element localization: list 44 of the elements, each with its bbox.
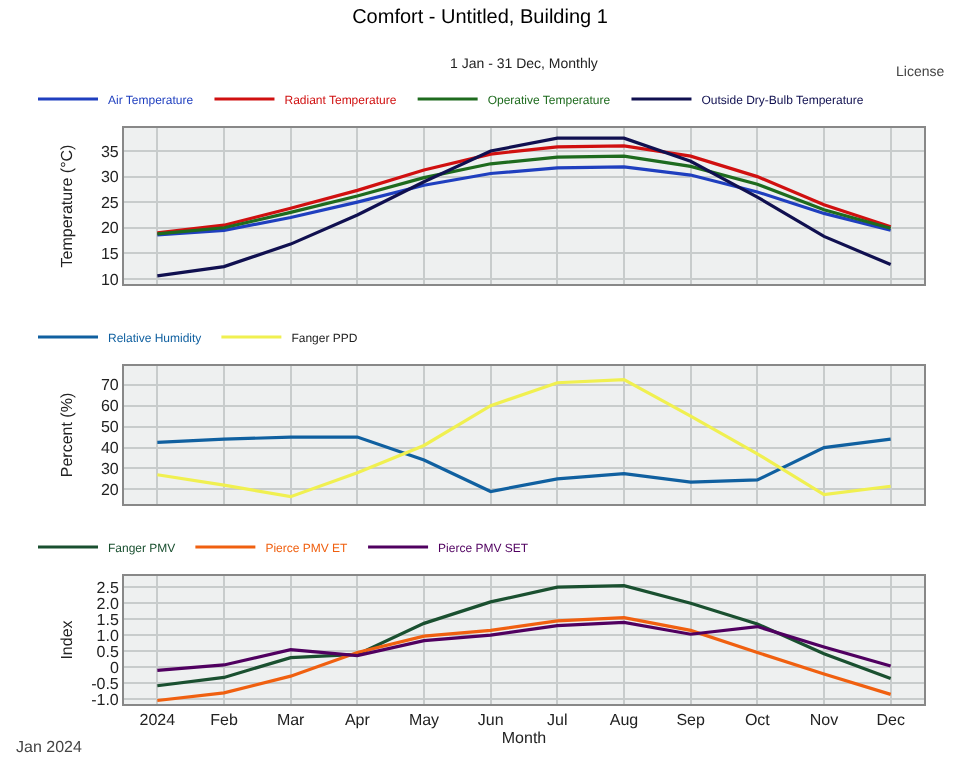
y-tick-label: 20: [100, 480, 120, 499]
y-tick-label: 2.0: [96, 594, 120, 613]
line-series: [155, 616, 893, 703]
y-axis-title: Percent (%): [58, 392, 76, 478]
y-tick-label: 1.5: [96, 610, 120, 629]
y-axis-title: Index: [58, 620, 76, 660]
y-tick-label: 0.5: [96, 642, 120, 661]
y-tick-label: 50: [100, 418, 120, 437]
line-series: [155, 435, 893, 494]
y-axis-title: Temperature (°C): [58, 143, 76, 268]
y-tick-label: 25: [100, 193, 120, 212]
x-tick-label: Nov: [809, 711, 839, 730]
y-tick-label: 0: [109, 658, 120, 677]
y-tick-label: -1.0: [91, 690, 120, 709]
line-series: [155, 136, 893, 278]
y-tick-label: 2.5: [96, 578, 120, 597]
y-tick-label: 40: [100, 439, 120, 458]
line-series: [155, 620, 893, 672]
y-tick-label: 60: [100, 397, 120, 416]
x-tick-label: Aug: [609, 711, 639, 730]
y-tick-label: 10: [100, 270, 120, 289]
y-tick-label: 20: [100, 219, 120, 238]
x-tick-label: Jul: [547, 711, 568, 730]
y-tick-label: 15: [100, 244, 120, 263]
x-axis-title: Month: [501, 729, 547, 748]
y-tick-label: 30: [100, 460, 120, 479]
x-tick-label: 2024: [139, 711, 177, 730]
line-series: [155, 378, 893, 499]
x-tick-label: May: [408, 711, 440, 730]
x-tick-label: Feb: [210, 711, 239, 730]
x-tick-label: Apr: [344, 711, 371, 730]
y-tick-label: 35: [100, 142, 120, 161]
x-tick-label: Dec: [876, 711, 905, 730]
x-tick-label: Mar: [276, 711, 306, 730]
y-tick-label: -0.5: [91, 674, 120, 693]
y-tick-label: 70: [100, 376, 120, 395]
line-series: [155, 584, 893, 688]
text: Jan 2024: [16, 738, 83, 756]
y-tick-label: 1.0: [96, 626, 120, 645]
y-tick-label: 30: [100, 168, 120, 187]
x-tick-label: Sep: [676, 711, 706, 730]
x-tick-label: Jun: [477, 711, 504, 730]
chart-title: Comfort - Untitled, Building 1: [352, 6, 609, 29]
x-tick-label: Oct: [744, 711, 772, 730]
